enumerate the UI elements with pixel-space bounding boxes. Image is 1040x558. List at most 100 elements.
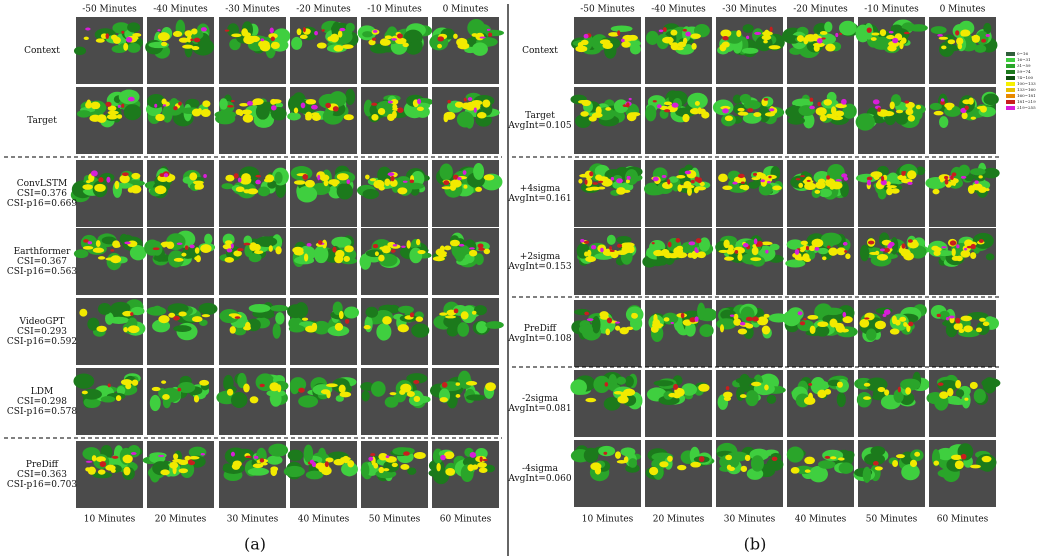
echo [743,326,754,340]
echo [764,112,776,117]
echo [119,174,130,184]
echo [201,314,211,318]
echo [360,462,370,478]
echo [339,27,346,32]
echo [335,395,344,402]
echo [475,186,483,192]
echo [290,381,300,395]
echo [694,101,700,106]
echo [365,174,370,180]
row-label: Target [525,111,555,121]
echo [199,379,210,386]
echo [822,256,827,261]
echo [976,453,997,471]
echo [737,253,743,262]
echo [83,239,89,243]
echo [694,186,707,191]
echo [661,181,673,190]
echo [413,395,421,402]
echo [245,455,252,459]
column-label: -10 Minutes [864,5,919,15]
echo [340,456,351,461]
echo [895,111,909,125]
echo [167,303,189,314]
echo [85,467,91,472]
echo [750,455,764,472]
echo [827,163,845,182]
echo [609,249,615,253]
echo [387,100,393,104]
echo [886,181,891,186]
echo [616,178,623,184]
echo [173,106,178,111]
echo [670,321,674,325]
echo [482,99,491,108]
echo [443,451,455,460]
echo [662,27,667,33]
echo [270,105,277,111]
echo [816,38,823,44]
echo [346,179,350,184]
echo [940,100,946,105]
echo [132,33,142,37]
echo [970,252,977,260]
echo [575,45,588,53]
echo [956,244,960,249]
echo [886,34,895,40]
echo [663,317,670,322]
echo [112,22,130,34]
echo [982,321,990,327]
echo [432,256,445,262]
echo [400,383,412,393]
echo [411,171,425,187]
echo [114,180,120,190]
echo [404,182,425,190]
echo [229,38,241,51]
echo [247,188,259,195]
echo [786,239,804,250]
echo [409,247,423,264]
echo [169,461,179,469]
echo [362,31,373,38]
echo [121,30,125,34]
echo [441,186,453,190]
echo [473,107,477,113]
echo [119,233,128,244]
echo [683,180,692,188]
echo [931,245,940,251]
echo [73,373,95,389]
echo [186,34,192,43]
echo [268,443,289,457]
echo [270,41,280,50]
echo [862,466,872,483]
echo [719,43,727,52]
echo [828,247,838,256]
echo [882,313,887,318]
echo [463,97,467,102]
echo [855,113,875,131]
echo [227,105,234,108]
echo [761,325,771,335]
echo [157,454,165,457]
echo [733,318,742,326]
echo [204,233,213,245]
echo [372,30,378,33]
echo [954,460,964,470]
echo [466,394,486,401]
echo [845,253,851,260]
echo [766,394,777,404]
echo [663,101,673,106]
echo [875,250,880,256]
echo [190,38,194,42]
echo [476,321,488,334]
echo [477,462,487,468]
echo [255,179,261,185]
echo [243,242,251,246]
legend-label: 133~160 [1017,87,1036,92]
echo [378,254,385,262]
echo [601,178,613,187]
echo [808,245,816,252]
echo [673,394,681,399]
echo [945,395,961,405]
echo [663,109,671,113]
